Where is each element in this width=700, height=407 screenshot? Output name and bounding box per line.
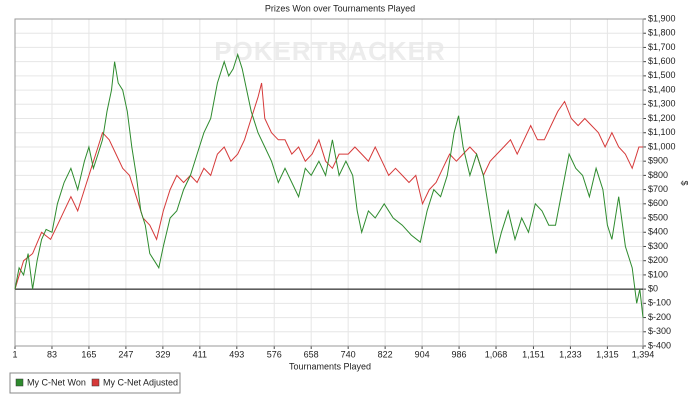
y-tick-label: $-300 <box>648 326 671 336</box>
y-tick-label: $1,000 <box>648 141 676 151</box>
x-tick-label: 247 <box>118 349 133 359</box>
x-tick-label: 1,151 <box>522 349 545 359</box>
x-tick-label: 986 <box>452 349 467 359</box>
plot-frame <box>14 18 644 347</box>
y-tick-label: $1,300 <box>648 99 676 109</box>
x-tick-label: 493 <box>229 349 244 359</box>
y-tick-label: $-100 <box>648 298 671 308</box>
x-tick-label: 1,394 <box>632 349 655 359</box>
x-tick-label: 1,233 <box>559 349 582 359</box>
legend-swatch <box>91 378 100 387</box>
x-tick-label: 329 <box>155 349 170 359</box>
y-tick-label: $100 <box>648 269 668 279</box>
data-line <box>14 82 643 290</box>
y-tick-label: $400 <box>648 227 668 237</box>
x-tick-label: 576 <box>267 349 282 359</box>
y-tick-label: $1,200 <box>648 113 676 123</box>
y-tick-label: $1,900 <box>648 13 676 23</box>
y-tick-label: $-200 <box>648 312 671 322</box>
legend-label: My C-Net Adjusted <box>103 377 178 387</box>
y-tick-label: $1,700 <box>648 42 676 52</box>
y-tick-label: $0 <box>648 284 658 294</box>
x-tick-label: 83 <box>47 349 57 359</box>
data-line <box>14 52 644 318</box>
x-tick-label: 1,315 <box>596 349 619 359</box>
legend-swatch <box>15 378 24 387</box>
y-tick-label: $1,400 <box>648 84 676 94</box>
x-tick-label: 1 <box>12 349 17 359</box>
watermark: POKERTRACKER <box>214 36 446 66</box>
x-axis-label: Tournaments Played <box>289 361 371 371</box>
y-tick-label: $-400 <box>648 340 671 350</box>
y-axis-label: $ <box>680 180 690 185</box>
y-tick-label: $500 <box>648 212 668 222</box>
y-tick-label: $1,100 <box>648 127 676 137</box>
x-tick-label: 822 <box>378 349 393 359</box>
y-tick-label: $800 <box>648 170 668 180</box>
x-tick-label: 165 <box>81 349 96 359</box>
y-tick-label: $1,500 <box>648 70 676 80</box>
x-tick-label: 740 <box>341 349 356 359</box>
y-tick-label: $700 <box>648 184 668 194</box>
y-tick-label: $600 <box>648 198 668 208</box>
legend-label: My C-Net Won <box>27 377 86 387</box>
y-tick-label: $200 <box>648 255 668 265</box>
x-tick-label: 658 <box>304 349 319 359</box>
y-tick-label: $1,800 <box>648 28 676 38</box>
x-tick-label: 411 <box>193 349 207 359</box>
y-tick-label: $300 <box>648 241 668 251</box>
x-tick-label: 904 <box>415 349 430 359</box>
x-tick-label: 1,068 <box>485 349 508 359</box>
y-tick-label: $1,600 <box>648 56 676 66</box>
y-tick-label: $900 <box>648 156 668 166</box>
chart-title: Prizes Won over Tournaments Played <box>265 3 415 13</box>
